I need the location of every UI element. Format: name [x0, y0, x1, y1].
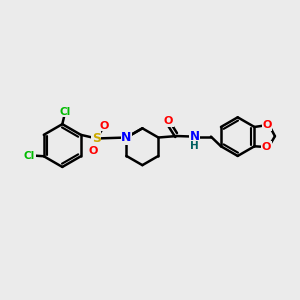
Text: Cl: Cl [24, 151, 35, 160]
Text: N: N [121, 131, 132, 144]
Text: O: O [164, 116, 173, 127]
Text: O: O [100, 121, 109, 131]
Text: S: S [92, 132, 101, 145]
Text: O: O [262, 121, 272, 130]
Text: H: H [190, 140, 199, 151]
Text: O: O [262, 142, 271, 152]
Text: O: O [88, 146, 98, 157]
Text: N: N [190, 130, 200, 143]
Text: Cl: Cl [59, 107, 70, 117]
